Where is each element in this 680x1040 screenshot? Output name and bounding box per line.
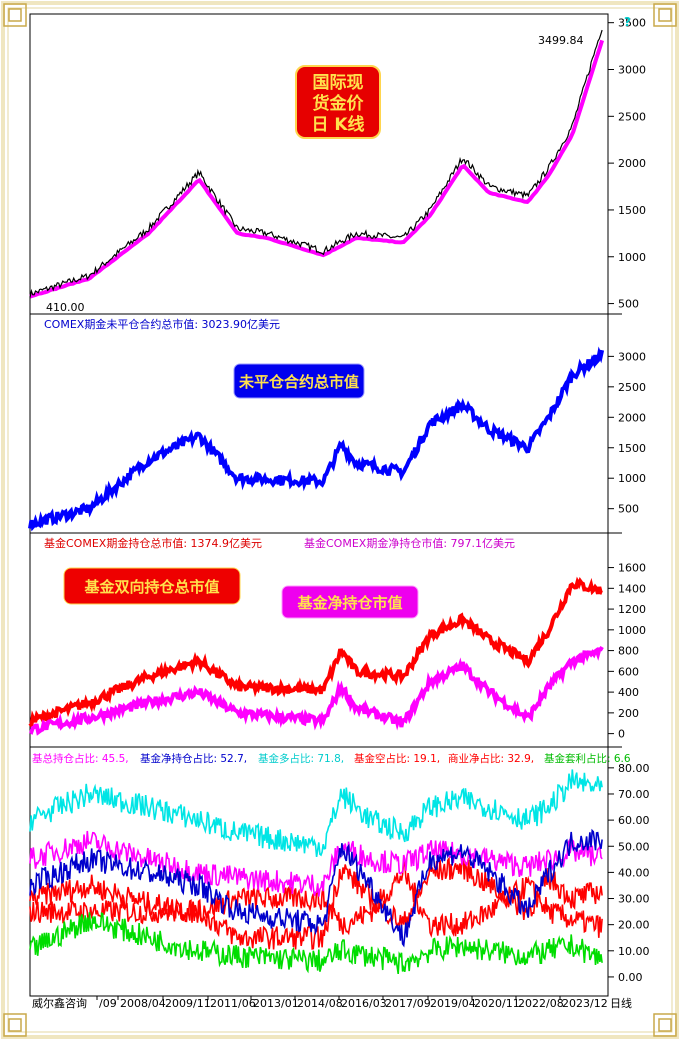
x-tick-label: 2022/08 <box>518 997 564 1010</box>
y-tick-label: 1000 <box>618 251 646 264</box>
y-tick-label: 60.00 <box>618 814 650 827</box>
y-tick-label: 20.00 <box>618 919 650 932</box>
y-tick-label: 70.00 <box>618 788 650 801</box>
open-interest-line <box>28 346 605 532</box>
y-tick-label: 500 <box>618 298 639 311</box>
high-price-label: 3499.84 <box>538 34 584 47</box>
x-axis: 威尔鑫咨询/09 2008/04 2009/11 2011/062013/012014… <box>32 996 632 1010</box>
moving-average-band <box>29 39 605 299</box>
x-tick-label: /09 <box>99 997 117 1010</box>
fund-long-ratio-line <box>29 769 603 858</box>
ratio-legend: 基总持仓占比: 45.5, 基金净持仓占比: 52.7, 基金多占比: 71.8, 基… <box>32 752 631 765</box>
oi-title-tag: 未平仓合约总市值 <box>233 363 365 399</box>
fund-gross-header: 基金COMEX期金持仓总市值: 1374.9亿美元 <box>44 536 262 550</box>
y-tick-label: 500 <box>618 503 639 516</box>
x-tick-label: 2019/04 <box>430 997 476 1010</box>
y-tick-label: 50.00 <box>618 840 650 853</box>
x-tick-label: 2014/08 <box>297 997 343 1010</box>
panel3-y-axis: 1600 1400 1200 1000 800 600 400 200 0 <box>608 562 646 741</box>
legend-item: 基金净持仓占比: 52.7, <box>140 752 247 765</box>
open-interest-series <box>28 346 605 532</box>
x-tick-label: 2009/11 <box>165 997 211 1010</box>
x-tick-label: 2016/03 <box>341 997 387 1010</box>
fund-arb-ratio-line <box>29 912 603 975</box>
gold-price-title-tag: 国际现 货金价 日 K线 <box>295 65 381 139</box>
oi-header: COMEX期金未平仓合约总市值: 3023.90亿美元 <box>44 317 280 331</box>
corner-ornament-br <box>653 1013 677 1037</box>
source-label: 威尔鑫咨询 <box>32 996 87 1010</box>
y-tick-label: 40.00 <box>618 866 650 879</box>
tag-line-2: 货金价 <box>313 93 365 114</box>
y-tick-label: 200 <box>618 707 639 720</box>
fund-position-series <box>28 576 604 736</box>
corner-ornament-tr <box>653 3 677 27</box>
fund-total-ratio-line <box>29 830 603 897</box>
y-tick-label: 1600 <box>618 562 646 575</box>
x-tick-label: 2013/01 <box>253 997 299 1010</box>
oi-tag-text: 未平仓合约总市值 <box>238 373 359 391</box>
panel2-y-axis: 3000 2500 2000 1500 1000 500 <box>608 350 646 516</box>
y-tick-label: 800 <box>618 645 639 658</box>
y-tick-label: 1500 <box>618 204 646 217</box>
x-tick-label: 2023/12 <box>562 997 608 1010</box>
y-tick-label: 1200 <box>618 603 646 616</box>
panel1-y-axis: 3500 3000 2500 2000 1500 1000 500 <box>608 17 646 311</box>
corner-ornament-tl <box>3 3 27 27</box>
fund-gross-line <box>28 576 603 730</box>
inner-frame <box>7 7 673 1033</box>
y-tick-label: 30.00 <box>618 893 650 906</box>
y-tick-label: 80.00 <box>618 762 650 775</box>
y-tick-label: 3000 <box>618 63 646 76</box>
gold-price-line <box>29 29 603 298</box>
x-tick-label: 2008/04 <box>120 997 166 1010</box>
fund-gross-tag-text: 基金双向持仓总市值 <box>83 578 219 596</box>
tag-line-1: 国际现 <box>313 73 364 93</box>
y-tick-label: 400 <box>618 686 639 699</box>
low-price-label: 410.00 <box>46 301 85 314</box>
info-icon[interactable]: ? <box>624 15 631 29</box>
fund-gross-tag: 基金双向持仓总市值 <box>63 567 241 605</box>
fund-net-tag: 基金净持仓市值 <box>281 585 419 619</box>
y-tick-label: 0.00 <box>618 971 643 984</box>
corner-ornament-bl <box>3 1013 27 1037</box>
y-tick-label: 2500 <box>618 381 646 394</box>
plot-area <box>29 13 609 997</box>
y-tick-label: 2000 <box>618 411 646 424</box>
legend-item: 商业净占比: 32.9, <box>448 752 534 765</box>
x-tick-label: 2017/09 <box>385 997 431 1010</box>
period-label: 日线 <box>610 996 632 1010</box>
y-tick-label: 2500 <box>618 110 646 123</box>
y-tick-label: 600 <box>618 665 639 678</box>
fund-net-tag-text: 基金净持仓市值 <box>296 594 402 612</box>
legend-item: 基总持仓占比: 45.5, <box>32 752 129 765</box>
x-tick-label: 2011/06 <box>210 997 256 1010</box>
y-tick-label: 2000 <box>618 157 646 170</box>
panel4-y-axis: 80.00 70.00 60.00 50.00 40.00 30.00 20.00 10.00… <box>608 762 650 984</box>
y-tick-label: 10.00 <box>618 945 650 958</box>
fund-net-header: 基金COMEX期金净持仓市值: 797.1亿美元 <box>304 536 515 550</box>
legend-item: 基金多占比: 71.8, <box>258 752 344 765</box>
y-tick-label: 3000 <box>618 350 646 363</box>
fund-net-ratio-line <box>29 828 603 948</box>
y-tick-label: 0 <box>618 728 625 741</box>
y-tick-label: 1000 <box>618 624 646 637</box>
ratio-series <box>29 769 603 975</box>
tag-line-3: 日 K线 <box>311 114 364 135</box>
fund-net-line <box>29 645 604 736</box>
y-tick-label: 3500 <box>618 17 646 30</box>
legend-item: 基金套利占比: 6.6 <box>544 752 631 765</box>
gold-price-series <box>29 29 605 299</box>
legend-item: 基金空占比: 19.1, <box>354 752 440 765</box>
y-tick-label: 1000 <box>618 472 646 485</box>
x-tick-label: 2020/11 <box>474 997 520 1010</box>
y-tick-label: 1500 <box>618 442 646 455</box>
y-tick-label: 1400 <box>618 582 646 595</box>
